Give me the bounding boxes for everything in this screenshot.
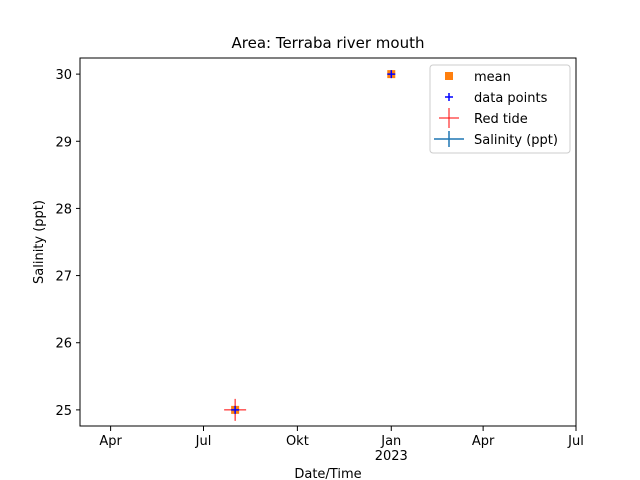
legend-marker [445, 72, 453, 80]
x-tick-label: Jan 2023 [375, 434, 408, 464]
legend-marker [439, 108, 459, 128]
y-tick-label: 29 [55, 135, 72, 150]
y-tick-label: 28 [55, 202, 72, 217]
x-tick-label: Jul [567, 434, 584, 449]
legend-label: Red tide [474, 112, 528, 127]
legend-label: Salinity (ppt) [474, 133, 558, 148]
legend-marker [445, 93, 453, 101]
y-tick-label: 27 [55, 270, 72, 285]
x-tick-label: Okt [286, 434, 309, 449]
plot-frame [79, 57, 577, 427]
x-tick-label: Jul [195, 434, 212, 449]
y-axis-label: Salinity (ppt) [32, 200, 47, 284]
x-tick-label: Apr [472, 434, 495, 449]
legend-label: data points [474, 91, 548, 106]
legend-marker [434, 131, 464, 147]
y-tick-label: 30 [55, 68, 72, 83]
y-tick-label: 25 [55, 404, 72, 419]
x-tick-label: Apr [99, 434, 122, 449]
chart-title: Area: Terraba river mouth [232, 34, 425, 52]
data-point [231, 405, 240, 414]
y-tick-label: 26 [55, 337, 72, 352]
data-point [387, 70, 396, 79]
x-axis-label: Date/Time [294, 467, 361, 480]
legend-box [429, 64, 571, 154]
legend-label: mean [474, 70, 511, 85]
